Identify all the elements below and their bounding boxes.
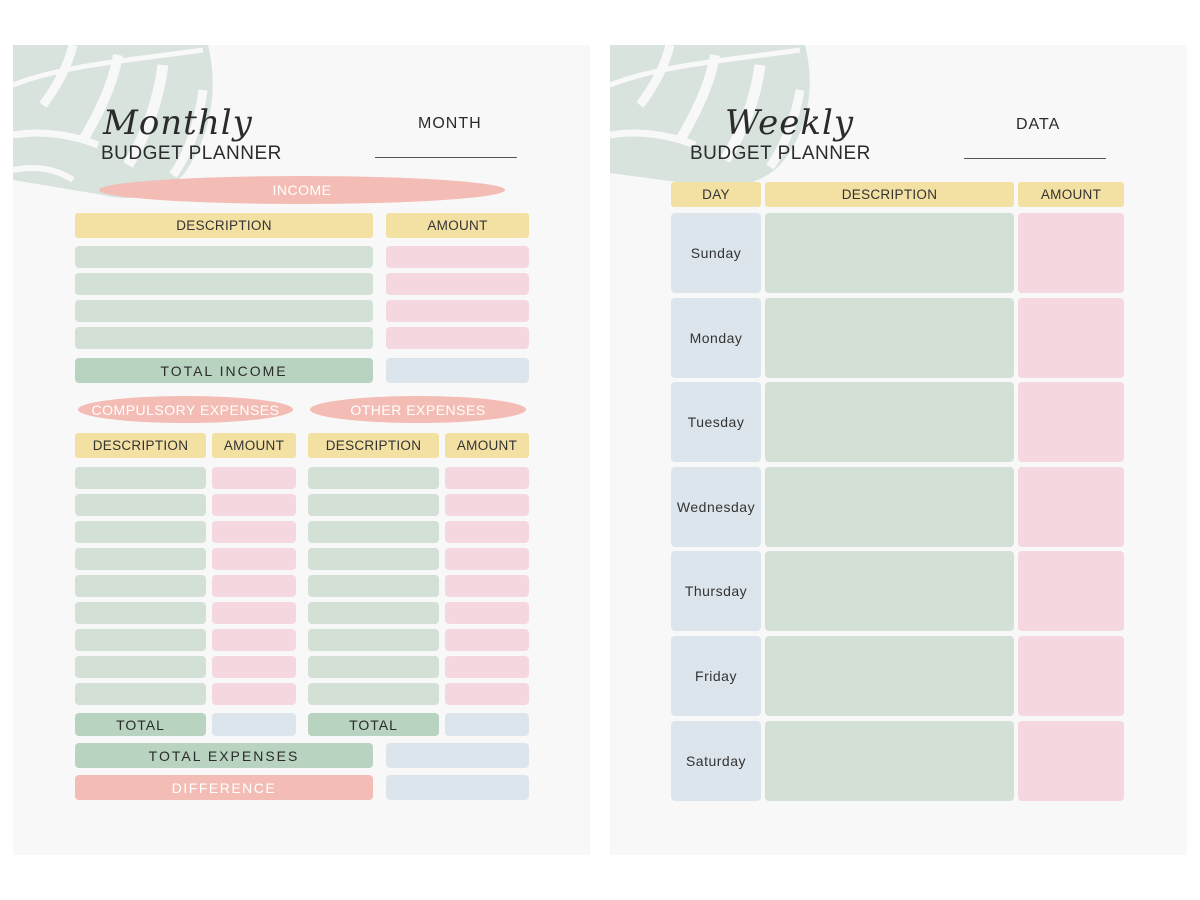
compulsory-amount-field[interactable] — [212, 548, 296, 570]
weekly-script-title: Weekly — [725, 103, 855, 143]
other-amount-field[interactable] — [445, 467, 529, 489]
compulsory-description-field[interactable] — [75, 683, 206, 705]
other-description-field[interactable] — [308, 602, 439, 624]
compulsory-description-field[interactable] — [75, 467, 206, 489]
income-description-field[interactable] — [75, 300, 373, 322]
other-total-field[interactable] — [445, 713, 529, 736]
income-heading: INCOME — [99, 176, 505, 204]
compulsory-amount-field[interactable] — [212, 683, 296, 705]
other-expenses-heading: OTHER EXPENSES — [310, 396, 526, 423]
other-description-field[interactable] — [308, 629, 439, 651]
compulsory-amount-field[interactable] — [212, 575, 296, 597]
day-amount-field[interactable] — [1018, 636, 1124, 716]
compulsory-total-label: TOTAL — [75, 713, 206, 736]
day-amount-field[interactable] — [1018, 720, 1124, 801]
compulsory-amount-field[interactable] — [212, 521, 296, 543]
other-description-field[interactable] — [308, 656, 439, 678]
other-description-field[interactable] — [308, 467, 439, 489]
compulsory-amount-field[interactable] — [212, 629, 296, 651]
day-amount-field[interactable] — [1018, 382, 1124, 463]
weekly-planner-page: Weekly BUDGET PLANNER DATA DAY DESCRIPTI… — [610, 45, 1187, 855]
income-amount-field[interactable] — [386, 300, 529, 322]
compulsory-amount-field[interactable] — [212, 467, 296, 489]
other-description-field[interactable] — [308, 575, 439, 597]
day-description-field[interactable] — [765, 720, 1014, 801]
other-amount-field[interactable] — [445, 494, 529, 516]
compulsory-description-field[interactable] — [75, 521, 206, 543]
difference-label: DIFFERENCE — [75, 775, 373, 800]
total-income-label: TOTAL INCOME — [75, 358, 373, 383]
month-input-line[interactable] — [375, 157, 517, 158]
day-header: DAY — [671, 182, 761, 207]
day-label-sunday: Sunday — [671, 213, 761, 293]
compulsory-expenses-heading: COMPULSORY EXPENSES — [78, 396, 293, 423]
compulsory-description-field[interactable] — [75, 494, 206, 516]
day-amount-field[interactable] — [1018, 213, 1124, 293]
day-description-field[interactable] — [765, 382, 1014, 463]
data-input-line[interactable] — [964, 158, 1106, 159]
day-description-field[interactable] — [765, 636, 1014, 716]
compulsory-description-field[interactable] — [75, 548, 206, 570]
other-description-field[interactable] — [308, 548, 439, 570]
weekly-subtitle: BUDGET PLANNER — [690, 143, 871, 164]
compulsory-total-field[interactable] — [212, 713, 296, 736]
income-amount-field[interactable] — [386, 327, 529, 349]
compulsory-description-field[interactable] — [75, 575, 206, 597]
day-description-field[interactable] — [765, 466, 1014, 547]
total-expenses-label: TOTAL EXPENSES — [75, 743, 373, 768]
day-label-monday: Monday — [671, 297, 761, 378]
income-description-field[interactable] — [75, 246, 373, 268]
other-description-field[interactable] — [308, 521, 439, 543]
day-label-tuesday: Tuesday — [671, 382, 761, 463]
day-label-thursday: Thursday — [671, 551, 761, 632]
other-description-header: DESCRIPTION — [308, 433, 439, 458]
other-amount-field[interactable] — [445, 575, 529, 597]
income-description-field[interactable] — [75, 273, 373, 295]
monstera-leaf-icon — [13, 45, 213, 199]
compulsory-amount-field[interactable] — [212, 494, 296, 516]
income-description-field[interactable] — [75, 327, 373, 349]
total-expenses-field[interactable] — [386, 743, 529, 768]
compulsory-description-field[interactable] — [75, 602, 206, 624]
income-amount-header: AMOUNT — [386, 213, 529, 238]
compulsory-description-header: DESCRIPTION — [75, 433, 206, 458]
day-description-field[interactable] — [765, 213, 1014, 293]
weekly-amount-header: AMOUNT — [1018, 182, 1124, 207]
income-amount-field[interactable] — [386, 273, 529, 295]
income-description-header: DESCRIPTION — [75, 213, 373, 238]
other-amount-field[interactable] — [445, 683, 529, 705]
other-amount-field[interactable] — [445, 656, 529, 678]
monthly-planner-page: Monthly BUDGET PLANNER MONTH INCOME DESC… — [13, 45, 590, 855]
monthly-script-title: Monthly — [103, 103, 253, 143]
income-amount-field[interactable] — [386, 246, 529, 268]
difference-field[interactable] — [386, 775, 529, 800]
data-label: DATA — [1016, 116, 1061, 133]
month-label: MONTH — [418, 115, 482, 132]
day-description-field[interactable] — [765, 297, 1014, 378]
other-total-label: TOTAL — [308, 713, 439, 736]
compulsory-amount-field[interactable] — [212, 602, 296, 624]
compulsory-amount-field[interactable] — [212, 656, 296, 678]
day-label-wednesday: Wednesday — [671, 466, 761, 547]
monstera-leaf-icon — [610, 45, 810, 188]
day-label-friday: Friday — [671, 636, 761, 716]
other-description-field[interactable] — [308, 683, 439, 705]
other-amount-field[interactable] — [445, 521, 529, 543]
other-amount-header: AMOUNT — [445, 433, 529, 458]
day-amount-field[interactable] — [1018, 466, 1124, 547]
monthly-subtitle: BUDGET PLANNER — [101, 143, 282, 164]
other-amount-field[interactable] — [445, 629, 529, 651]
day-amount-field[interactable] — [1018, 551, 1124, 632]
compulsory-description-field[interactable] — [75, 629, 206, 651]
total-income-field[interactable] — [386, 358, 529, 383]
day-amount-field[interactable] — [1018, 297, 1124, 378]
day-description-field[interactable] — [765, 551, 1014, 632]
weekly-description-header: DESCRIPTION — [765, 182, 1014, 207]
other-description-field[interactable] — [308, 494, 439, 516]
other-amount-field[interactable] — [445, 602, 529, 624]
compulsory-amount-header: AMOUNT — [212, 433, 296, 458]
compulsory-description-field[interactable] — [75, 656, 206, 678]
day-label-saturday: Saturday — [671, 720, 761, 801]
other-amount-field[interactable] — [445, 548, 529, 570]
